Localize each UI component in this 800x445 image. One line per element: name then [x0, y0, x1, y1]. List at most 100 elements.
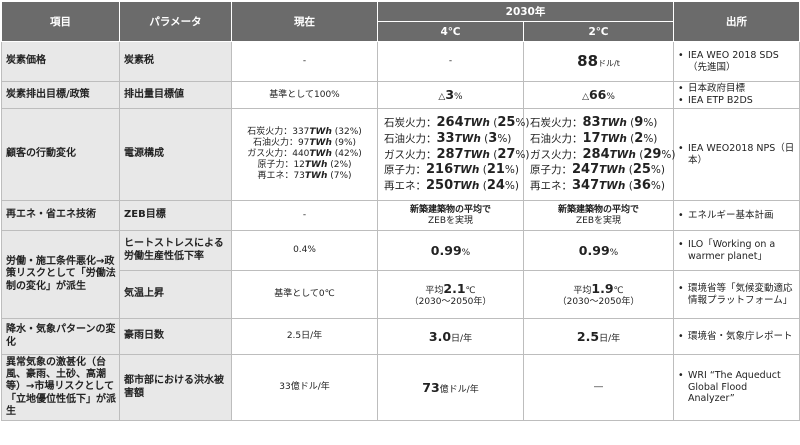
- mix-line: 石油火力：97TWh (9%): [252, 138, 357, 149]
- c4-period: （2030～2050年）: [409, 297, 492, 307]
- mix-line: 再エネ：250TWh (24%): [384, 178, 519, 194]
- source-item: 環境省・気象庁レポート: [677, 331, 796, 343]
- c4-cell: 73億ドル/年: [377, 354, 524, 421]
- row-power-mix: 顧客の行動変化 電源構成 石炭火力：337TWh (32%) 石油火力：97TW…: [1, 108, 800, 201]
- row-heat-stress: 労働・施工条件悪化→政策リスクとして「労働法制の変化」が派生 ヒートストレスによ…: [1, 230, 800, 319]
- item-cell: 再エネ・省エネ技術: [1, 200, 120, 231]
- header-2c: 2℃: [522, 21, 675, 42]
- source-item: IEA ETP B2DS: [677, 95, 796, 107]
- header-parameter: パラメータ: [119, 1, 232, 42]
- c2-cell: 88ドル/t: [522, 41, 675, 82]
- header-source: 出所: [673, 1, 800, 42]
- c2-cell: 新築建築物の平均で ZEBを実現: [522, 200, 675, 231]
- item-cell: 異常気象の激甚化（台風、豪雨、土砂、高潮等）→市場リスクとして「立地優位性低下」…: [1, 354, 120, 421]
- c4-cell: -: [377, 41, 524, 82]
- c2-unit: 日/年: [599, 333, 621, 344]
- param-cell: 都市部における洪水被害額: [119, 354, 232, 421]
- source-cell: ILO「Working on a warmer planet」: [673, 230, 800, 271]
- c4-unit: %: [454, 92, 463, 103]
- c2-period: （2030～2050年）: [557, 297, 640, 307]
- current-cell: 基準として0℃: [231, 270, 378, 319]
- c2-unit: %: [609, 247, 619, 258]
- c4-unit: 億ドル/年: [439, 384, 479, 395]
- c2-cell: △66%: [522, 81, 675, 109]
- c2-cell: ―: [522, 354, 675, 421]
- c4-value: 2.1: [443, 281, 466, 297]
- param-cell: 排出量目標値: [119, 81, 232, 109]
- source-cell: IEA WEO2018 NPS（日本）: [673, 108, 800, 201]
- source-item: エネルギー基本計画: [677, 210, 796, 222]
- c4-prefix: 平均: [425, 286, 444, 297]
- source-cell: WRI “The Aqueduct Global Flood Analyzer”: [673, 354, 800, 421]
- mix-line: 原子力：216TWh (21%): [384, 162, 519, 178]
- c4-line: 新築建築物の平均で: [409, 204, 491, 215]
- current-mix-cell: 石炭火力：337TWh (32%) 石油火力：97TWh (9%) ガス火力：4…: [231, 108, 378, 201]
- param-cell: ヒートストレスによる労働生産性低下率: [119, 230, 232, 271]
- c2-mix-cell: 石炭火力：83TWh (9%) 石油火力：17TWh (2%) ガス火力：284…: [522, 108, 676, 201]
- c2-unit: ドル/t: [598, 59, 620, 69]
- c2-value: 66: [588, 87, 607, 103]
- current-cell: 基準として100%: [231, 81, 378, 109]
- row-tech: 再エネ・省エネ技術 ZEB目標 - 新築建築物の平均で ZEBを実現 新築建築物の…: [1, 200, 800, 231]
- source-item: IEA WEO2018 NPS（日本）: [677, 143, 796, 166]
- mix-line: 石炭火力：337TWh (32%): [247, 127, 362, 138]
- c4-cell: 3.0日/年: [377, 318, 524, 355]
- c2-value: 1.9: [591, 281, 614, 297]
- row-temperature: 気温上昇 基準として0℃ 平均2.1℃ （2030～2050年） 平均1.9℃ …: [2, 270, 800, 319]
- c2-cell: 平均1.9℃ （2030～2050年）: [522, 270, 675, 319]
- c4-cell: 平均2.1℃ （2030～2050年）: [377, 270, 524, 319]
- c4-value: 3.0: [428, 328, 452, 344]
- source-cell: IEA WEO 2018 SDS（先進国）: [673, 41, 800, 82]
- c4-mix-cell: 石炭火力：264TWh (25%) 石油火力：33TWh (3%) ガス火力：2…: [377, 108, 530, 201]
- c4-line: ZEBを実現: [427, 215, 474, 226]
- c4-unit: 日/年: [451, 333, 473, 344]
- source-cell: 日本政府目標 IEA ETP B2DS: [673, 81, 800, 109]
- mix-line: ガス火力：284TWh (29%): [530, 146, 676, 162]
- c4-value: 73: [422, 379, 440, 395]
- row-carbon-price: 炭素価格 炭素税 - - 88ドル/t IEA WEO 2018 SDS（先進国…: [1, 41, 800, 82]
- source-item: 環境省等「気候変動適応情報プラットフォーム」: [677, 283, 796, 306]
- mix-line: 石油火力：33TWh (3%): [384, 130, 512, 146]
- mix-line: ガス火力：440TWh (42%): [247, 149, 362, 160]
- mix-line: 原子力：12TWh (2%): [257, 159, 352, 170]
- item-cell: 炭素価格: [1, 41, 120, 82]
- mix-line: ガス火力：287TWh (27%): [384, 146, 530, 162]
- scenario-table: 項目 パラメータ 現在 2030年 出所 4℃ 2℃ 炭素価格 炭素税 - - …: [1, 1, 800, 421]
- mix-line: 石炭火力：83TWh (9%): [530, 114, 658, 130]
- c2-prefix: △: [582, 92, 589, 103]
- source-item: ILO「Working on a warmer planet」: [677, 239, 796, 262]
- current-cell: 33億ドル/年: [231, 354, 378, 421]
- c2-value: 2.5: [576, 328, 600, 344]
- c4-cell: 新築建築物の平均で ZEBを実現: [377, 200, 524, 231]
- current-cell: 0.4%: [231, 230, 378, 271]
- param-cell: 炭素税: [119, 41, 232, 82]
- c4-cell: △3%: [377, 81, 524, 109]
- c2-value: 88: [577, 52, 599, 71]
- mix-line: 再エネ：347TWh (36%): [530, 178, 665, 194]
- item-cell: 労働・施工条件悪化→政策リスクとして「労働法制の変化」が派生: [1, 230, 120, 319]
- item-cell: 降水・気象パターンの変化: [1, 318, 120, 355]
- header-4c: 4℃: [377, 21, 524, 42]
- item-cell: 炭素排出目標/政策: [1, 81, 120, 109]
- mix-line: 原子力：247TWh (25%): [530, 162, 665, 178]
- current-cell: -: [231, 41, 378, 82]
- c4-unit: %: [461, 247, 471, 258]
- current-cell: -: [231, 200, 378, 231]
- mix-line: 石油火力：17TWh (2%): [530, 130, 658, 146]
- param-cell: 電源構成: [119, 108, 232, 201]
- c4-prefix: △: [438, 92, 446, 103]
- param-cell: 豪雨日数: [119, 318, 232, 355]
- source-cell: エネルギー基本計画: [673, 200, 800, 231]
- source-item: WRI “The Aqueduct Global Flood Analyzer”: [677, 370, 796, 405]
- source-item: 日本政府目標: [677, 83, 796, 95]
- mix-line: 再エネ：73TWh (7%): [257, 170, 352, 181]
- c2-unit: %: [606, 92, 615, 103]
- c4-value: 3: [445, 87, 455, 103]
- c2-line: ZEBを実現: [575, 215, 622, 226]
- c2-value: 0.99: [578, 242, 610, 258]
- current-cell: 2.5日/年: [231, 318, 378, 355]
- row-heavy-rain: 降水・気象パターンの変化 豪雨日数 2.5日/年 3.0日/年 2.5日/年 環…: [1, 318, 800, 355]
- param-cell: ZEB目標: [119, 200, 232, 231]
- c2-unit: ℃: [613, 286, 624, 297]
- c4-cell: 0.99%: [377, 230, 524, 271]
